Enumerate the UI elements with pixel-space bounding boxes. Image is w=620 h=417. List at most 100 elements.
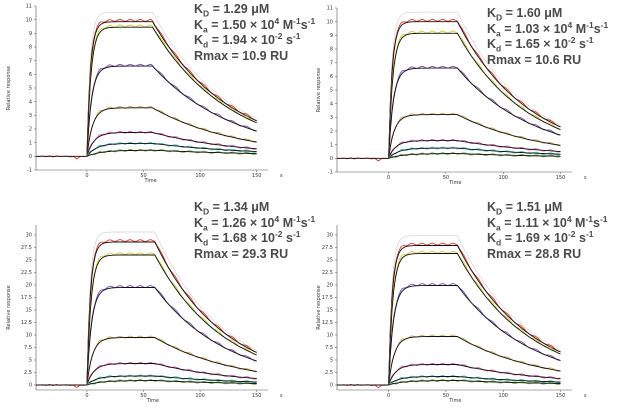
- y-tick-label: 7.5: [325, 345, 333, 351]
- param-koff-value: 1.69 × 10: [515, 231, 568, 245]
- x-axis-label: Time: [143, 178, 156, 184]
- sensorgram-panel-1: -1 0 1 2 3 4 5 6 7 8 9 10 11 0 50 100 150 s Time Relative r…: [0, 0, 315, 204]
- param-kd-label-sub: D: [496, 12, 503, 23]
- x-axis-label: Time: [448, 398, 461, 404]
- x-tick-label: 50: [443, 175, 449, 181]
- param-ka-exp: 4: [566, 213, 572, 224]
- y-axis-label: Relative response: [316, 285, 322, 329]
- sensorgram-series-6: [388, 375, 561, 386]
- x-tick-label: 0: [387, 175, 390, 181]
- kd-line: KD = 1.34 μM: [194, 200, 270, 217]
- sensorgram-series-5: [86, 361, 257, 386]
- y-tick-label: 12.5: [322, 320, 333, 326]
- x-tick-label: 100: [195, 393, 205, 399]
- sensorgram-panel-4: 0 2.5 5 7.5 10 12.5 15 17.5 20 22.5 25 27.5 30 0 50 100…: [310, 200, 610, 410]
- y-tick-label: 15: [26, 308, 32, 314]
- param-ka-exp: 4: [274, 15, 280, 26]
- koff-line: Kd = 1.65 × 10-2 s-1: [487, 34, 594, 54]
- param-koff-exp: -2: [567, 34, 576, 45]
- fit-curve-4: [388, 336, 561, 386]
- param-rmax: Rmax = 28.8 RU: [487, 246, 582, 261]
- fit-curve-3: [86, 287, 257, 386]
- y-tick-label: 10: [327, 19, 333, 25]
- param-kd-label-sub: D: [496, 206, 503, 217]
- koff-line: Kd = 1.94 × 10-2 s-1: [194, 30, 301, 50]
- param-kd-label-sub: D: [203, 206, 210, 217]
- param-rmax: Rmax = 10.9 RU: [194, 48, 289, 63]
- reference-trace: [388, 11, 561, 159]
- param-rmax: Rmax = 10.6 RU: [487, 52, 582, 67]
- kd-line: KD = 1.51 μM: [487, 200, 563, 217]
- fit-curve-3: [388, 67, 561, 159]
- x-tick-label: 150: [252, 393, 262, 399]
- param-koff-label-sub: d: [203, 39, 209, 50]
- y-tick-label: 11: [26, 4, 32, 10]
- y-tick-label: 30: [327, 233, 333, 239]
- fit-curve-5: [86, 131, 257, 157]
- param-ka-unit-s: s: [300, 215, 308, 230]
- x-tick-label: 0: [85, 393, 88, 399]
- fit-curve-6: [86, 375, 257, 386]
- y-tick-label: 10: [327, 333, 333, 339]
- sensorgram-series-7: [86, 379, 257, 386]
- y-tick-label: 20: [327, 283, 333, 289]
- x-axis-label: Time: [146, 398, 159, 404]
- y-tick-label: 25: [327, 258, 333, 264]
- param-koff-unit: s: [282, 33, 293, 47]
- y-tick-label: 0: [29, 383, 32, 389]
- y-tick-label: 4: [330, 101, 333, 107]
- y-tick-label: 8: [330, 47, 333, 53]
- param-koff-unit-exp: -1: [585, 34, 594, 45]
- param-ka-label-sub: a: [203, 24, 208, 34]
- ka-line: Ka = 1.03 × 104 M-1s-1: [487, 19, 609, 38]
- y-tick-label: 2.5: [325, 370, 333, 376]
- y-tick-label: 5: [29, 86, 32, 92]
- param-koff-exp: -2: [274, 228, 283, 239]
- fit-curve-6: [388, 147, 561, 159]
- fit-curve-5: [388, 364, 561, 386]
- fit-curve-6: [86, 142, 257, 157]
- y-tick-label: 17.5: [21, 295, 32, 301]
- sensorgram-series-3: [86, 63, 257, 157]
- sensorgram-series-3: [388, 65, 561, 159]
- param-koff-label-sub: d: [496, 237, 502, 248]
- y-tick-label: 0: [330, 156, 333, 162]
- y-tick-label: 5: [330, 88, 333, 94]
- y-tick-label: 5: [29, 358, 32, 364]
- y-tick-label: 27.5: [21, 245, 32, 251]
- y-tick-label: 15: [327, 308, 333, 314]
- x-tick-label: 150: [556, 175, 566, 181]
- sensorgram-series-5: [388, 139, 561, 159]
- param-ka-unit: M: [279, 215, 294, 230]
- kinetic-parameters: KD = 1.51 μM Ka = 1.11 × 104 M-1s-1 Kd = 1…: [487, 200, 608, 262]
- param-ka-unit-exp2: -1: [307, 15, 316, 26]
- param-koff-unit-exp: -1: [292, 228, 301, 239]
- param-ka-unit-exp2: -1: [599, 213, 608, 224]
- sensorgram-series-6: [388, 146, 561, 159]
- reference-trace: [86, 12, 257, 157]
- y-axis-label: Relative response: [6, 66, 12, 110]
- koff-line: Kd = 1.69 × 10-2 s-1: [487, 228, 594, 248]
- kinetic-parameters: KD = 1.34 μM Ka = 1.26 × 104 M-1s-1 Kd = 1…: [194, 200, 315, 262]
- y-tick-label: 6: [29, 72, 32, 78]
- kd-line: KD = 1.60 μM: [487, 6, 563, 23]
- y-tick-label: 22.5: [21, 270, 32, 276]
- y-tick-label: 7.5: [24, 345, 32, 351]
- param-kd-value: 1.29 μM: [223, 2, 270, 16]
- param-koff-value: 1.94 × 10: [222, 33, 275, 47]
- x-tick-label: 100: [498, 175, 508, 181]
- param-koff-label-sub: d: [496, 43, 502, 54]
- sensorgram-panel-2: -1 0 1 2 3 4 5 6 7 8 9 10 11 0 50 100 150 s Time Relative r…: [310, 0, 610, 204]
- y-tick-label: -1: [27, 168, 32, 174]
- y-tick-label: 27.5: [322, 245, 333, 251]
- param-koff-unit: s: [282, 231, 293, 245]
- y-tick-label: 7: [29, 58, 32, 64]
- sensorgram-series-4: [86, 105, 257, 157]
- param-ka-unit: M: [572, 21, 587, 36]
- y-tick-label: 2.5: [24, 370, 32, 376]
- param-kd-value: 1.34 μM: [223, 200, 270, 214]
- sensorgram-series-4: [388, 112, 561, 159]
- param-rmax: Rmax = 29.3 RU: [194, 246, 289, 261]
- fit-curve-1: [388, 245, 561, 386]
